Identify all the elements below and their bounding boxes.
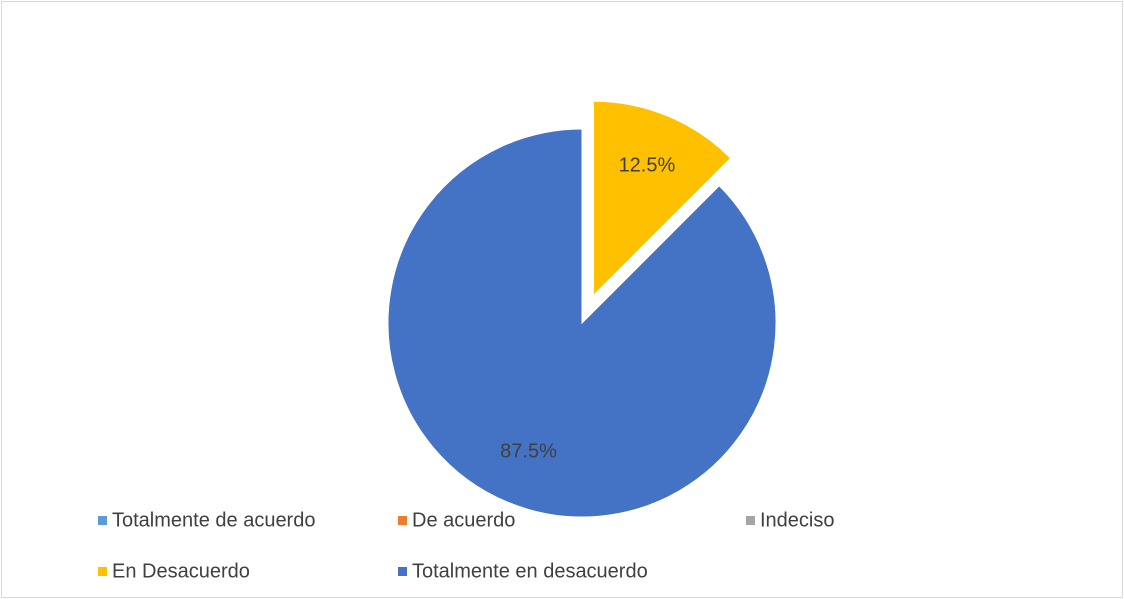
- legend-label: En Desacuerdo: [112, 560, 250, 582]
- legend-swatch: [746, 516, 755, 525]
- data-label: 12.5%: [619, 155, 676, 177]
- legend-label: Totalmente en desacuerdo: [412, 560, 648, 582]
- legend-swatch: [98, 516, 107, 525]
- legend-label: De acuerdo: [412, 509, 515, 531]
- legend-swatch: [398, 516, 407, 525]
- legend-label: Indeciso: [760, 509, 835, 531]
- pie-slice: [592, 100, 732, 297]
- legend-swatch: [398, 567, 407, 576]
- legend-label: Totalmente de acuerdo: [112, 509, 315, 531]
- data-label: 87.5%: [500, 440, 557, 462]
- legend-swatch: [98, 567, 107, 576]
- pie-slice: [387, 128, 777, 518]
